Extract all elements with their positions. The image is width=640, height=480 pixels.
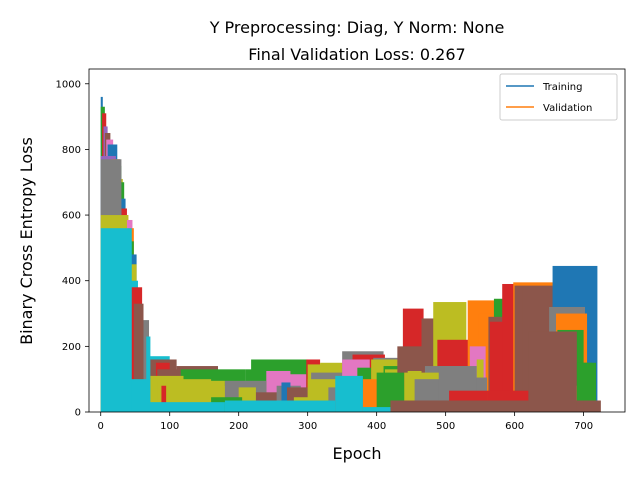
- x-tick-label: 500: [436, 421, 455, 432]
- plot-frame: [88, 68, 626, 413]
- y-tick-label: 800: [62, 145, 81, 156]
- loss-block-108: [224, 400, 336, 412]
- loss-block-112: [528, 331, 577, 412]
- loss-block-110: [362, 407, 391, 412]
- loss-block-82: [161, 385, 167, 412]
- legend-validation-label: Validation: [543, 103, 592, 114]
- loss-block-105: [390, 400, 601, 412]
- x-tick-label: 100: [160, 421, 179, 432]
- y-tick-label: 1000: [56, 79, 81, 90]
- legend: Training Validation: [499, 73, 618, 121]
- x-tick-label: 600: [505, 421, 524, 432]
- y-axis-label: Binary Cross Entropy Loss: [17, 137, 36, 345]
- loss-block-77: [576, 362, 592, 412]
- chart-title-line-1: Y Preprocessing: Diag, Y Norm: None: [209, 18, 505, 37]
- loss-block-24: [133, 303, 144, 412]
- x-tick-label: 0: [98, 421, 104, 432]
- x-tick-label: 200: [229, 421, 248, 432]
- plot-area: [100, 96, 601, 413]
- x-tick-label: 700: [574, 421, 593, 432]
- x-tick-label: 300: [298, 421, 317, 432]
- x-axis-ticks: 0 100 200 300 400 500 600 700: [98, 412, 593, 432]
- loss-block-111: [583, 400, 598, 412]
- loss-block-91: [281, 382, 291, 412]
- y-tick-label: 200: [62, 342, 81, 353]
- legend-training-label: Training: [542, 82, 582, 93]
- loss-block-107: [131, 402, 225, 412]
- loss-block-106: [100, 228, 132, 412]
- loss-block-109: [335, 375, 363, 412]
- x-axis-label: Epoch: [333, 444, 382, 463]
- y-tick-label: 0: [75, 408, 81, 419]
- y-tick-label: 600: [62, 211, 81, 222]
- y-axis-ticks: 0 200 400 600 800 1000: [56, 79, 89, 419]
- loss-block-25: [143, 320, 150, 412]
- y-tick-label: 400: [62, 276, 81, 287]
- x-tick-label: 400: [367, 421, 386, 432]
- loss-block-26: [146, 336, 151, 412]
- chart-title-line-2: Final Validation Loss: 0.267: [248, 45, 465, 64]
